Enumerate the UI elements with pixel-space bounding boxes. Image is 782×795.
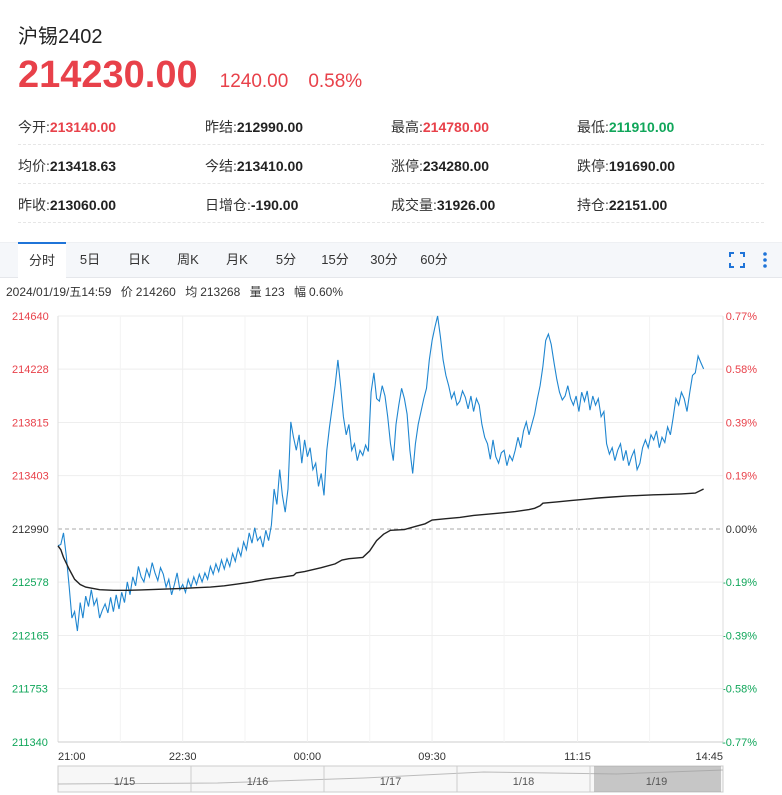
stat-open: 今开:213140.00: [18, 119, 117, 135]
stat-high: 最高:214780.00: [391, 119, 490, 135]
navigator-label: 1/16: [247, 776, 268, 788]
stat-prev-settle: 昨结:212990.00: [205, 119, 304, 135]
price-change-percent: 0.58%: [308, 71, 363, 92]
tab-30min[interactable]: 30分: [370, 252, 398, 267]
stat-daily-oi-change: 日增仓:-190.00: [205, 197, 299, 213]
tab-60min[interactable]: 60分: [420, 252, 448, 267]
stat-today-settle: 今结:213410.00: [205, 158, 304, 174]
fullscreen-icon[interactable]: [728, 251, 746, 269]
contract-title: 沪锡2402: [18, 26, 103, 48]
tab-monthly-k[interactable]: 月K: [226, 252, 248, 267]
stats-row: 今开:213140.00 昨结:212990.00 最高:214780.00 最…: [18, 106, 764, 145]
last-price: 214230.00: [18, 54, 198, 96]
info-datetime: 2024/01/19/五14:59: [6, 285, 112, 299]
info-price-label: 价: [120, 285, 133, 299]
stats-row: 昨收:213060.00 日增仓:-190.00 成交量:31926.00 持仓…: [18, 184, 764, 223]
info-range: 0.60%: [309, 285, 344, 299]
navigator-label: 1/19: [646, 776, 667, 788]
navigator-label: 1/17: [380, 776, 401, 788]
crosshair-info: 2024/01/19/五14:59 价 214260 均 213268 量 123 幅…: [6, 283, 349, 300]
stat-prev-close: 昨收:213060.00: [18, 197, 117, 213]
info-vol-label: 量: [249, 285, 262, 299]
tab-15min[interactable]: 15分: [321, 252, 349, 267]
stat-limit-down: 跌停:191690.00: [577, 158, 676, 174]
info-avg: 213268: [200, 285, 241, 299]
stats-row: 均价:213418.63 今结:213410.00 涨停:234280.00 跌…: [18, 145, 764, 184]
tab-intraday[interactable]: 分时: [18, 242, 66, 278]
stat-open-interest: 持仓:22151.00: [577, 197, 668, 213]
price-change: 1240.00: [219, 71, 289, 92]
tab-5min[interactable]: 5分: [275, 252, 297, 267]
navigator-label: 1/15: [114, 776, 135, 788]
info-vol: 123: [264, 285, 285, 299]
stat-low: 最低:211910.00: [577, 119, 675, 135]
stat-avg-price: 均价:213418.63: [18, 158, 117, 174]
more-vertical-icon[interactable]: [758, 251, 772, 269]
period-tabbar: 分时 5日 日K 周K 月K 5分 15分 30分 60分: [0, 242, 782, 278]
price-row: 214230.00 1240.00 0.58%: [18, 54, 362, 98]
tab-5day[interactable]: 5日: [79, 252, 101, 267]
navigator-selection[interactable]: [594, 766, 721, 792]
stat-limit-up: 涨停:234280.00: [391, 158, 490, 174]
stat-volume: 成交量:31926.00: [391, 197, 496, 213]
info-range-label: 幅: [293, 285, 306, 299]
navigator-label: 1/18: [513, 776, 534, 788]
tab-weekly-k[interactable]: 周K: [177, 252, 199, 267]
tab-daily-k[interactable]: 日K: [128, 252, 150, 267]
info-price: 214260: [135, 285, 176, 299]
quote-stats: 今开:213140.00 昨结:212990.00 最高:214780.00 最…: [18, 106, 764, 223]
info-avg-label: 均: [185, 285, 198, 299]
